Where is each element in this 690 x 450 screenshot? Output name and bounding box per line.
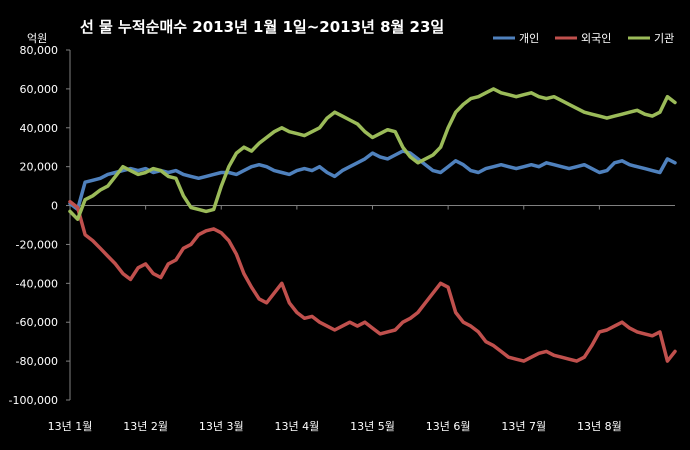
legend: 개인 외국인 기관 xyxy=(493,32,674,45)
series-layer xyxy=(68,87,677,363)
y-tick-label: -80,000 xyxy=(16,355,58,368)
y-tick-label: 0 xyxy=(51,200,58,213)
chart-title: 선 물 누적순매수 2013년 1월 1일~2013년 8월 23일 xyxy=(80,18,444,36)
y-tick-label: -60,000 xyxy=(16,316,58,329)
x-tick-label: 13년 1월 xyxy=(48,420,93,433)
x-tick-labels: 13년 1월 13년 2월 13년 3월 13년 4월 13년 5월 13년 6월 13년 … xyxy=(48,420,622,433)
y-tick-labels: 80,000 60,000 40,000 20,000 0 -20,000 -40,000 -… xyxy=(9,44,58,407)
y-tick-label: -20,000 xyxy=(16,238,58,251)
legend-label: 외국인 xyxy=(581,32,611,45)
x-tick-label: 13년 4월 xyxy=(275,420,320,433)
legend-label: 개인 xyxy=(519,32,539,45)
x-tick-label: 13년 6월 xyxy=(426,420,471,433)
series-line-기관 xyxy=(68,87,677,221)
y-tick-label: -40,000 xyxy=(16,277,58,290)
series-line-개인 xyxy=(68,149,677,212)
y-tick-label: 60,000 xyxy=(20,83,59,96)
x-tick-label: 13년 5월 xyxy=(350,420,395,433)
y-tick-label: -100,000 xyxy=(9,394,58,407)
y-unit-label: 억원 xyxy=(27,32,47,45)
x-tick-label: 13년 8월 xyxy=(577,420,622,433)
y-tick-label: 40,000 xyxy=(20,122,59,135)
axes xyxy=(66,49,675,401)
x-tick-label: 13년 3월 xyxy=(199,420,244,433)
y-tick-label: 80,000 xyxy=(20,44,59,57)
x-tick-label: 13년 7월 xyxy=(501,420,546,433)
series-line-외국인 xyxy=(68,199,677,363)
legend-label: 기관 xyxy=(654,32,674,45)
y-tick-label: 20,000 xyxy=(20,161,59,174)
x-tick-label: 13년 2월 xyxy=(123,420,168,433)
